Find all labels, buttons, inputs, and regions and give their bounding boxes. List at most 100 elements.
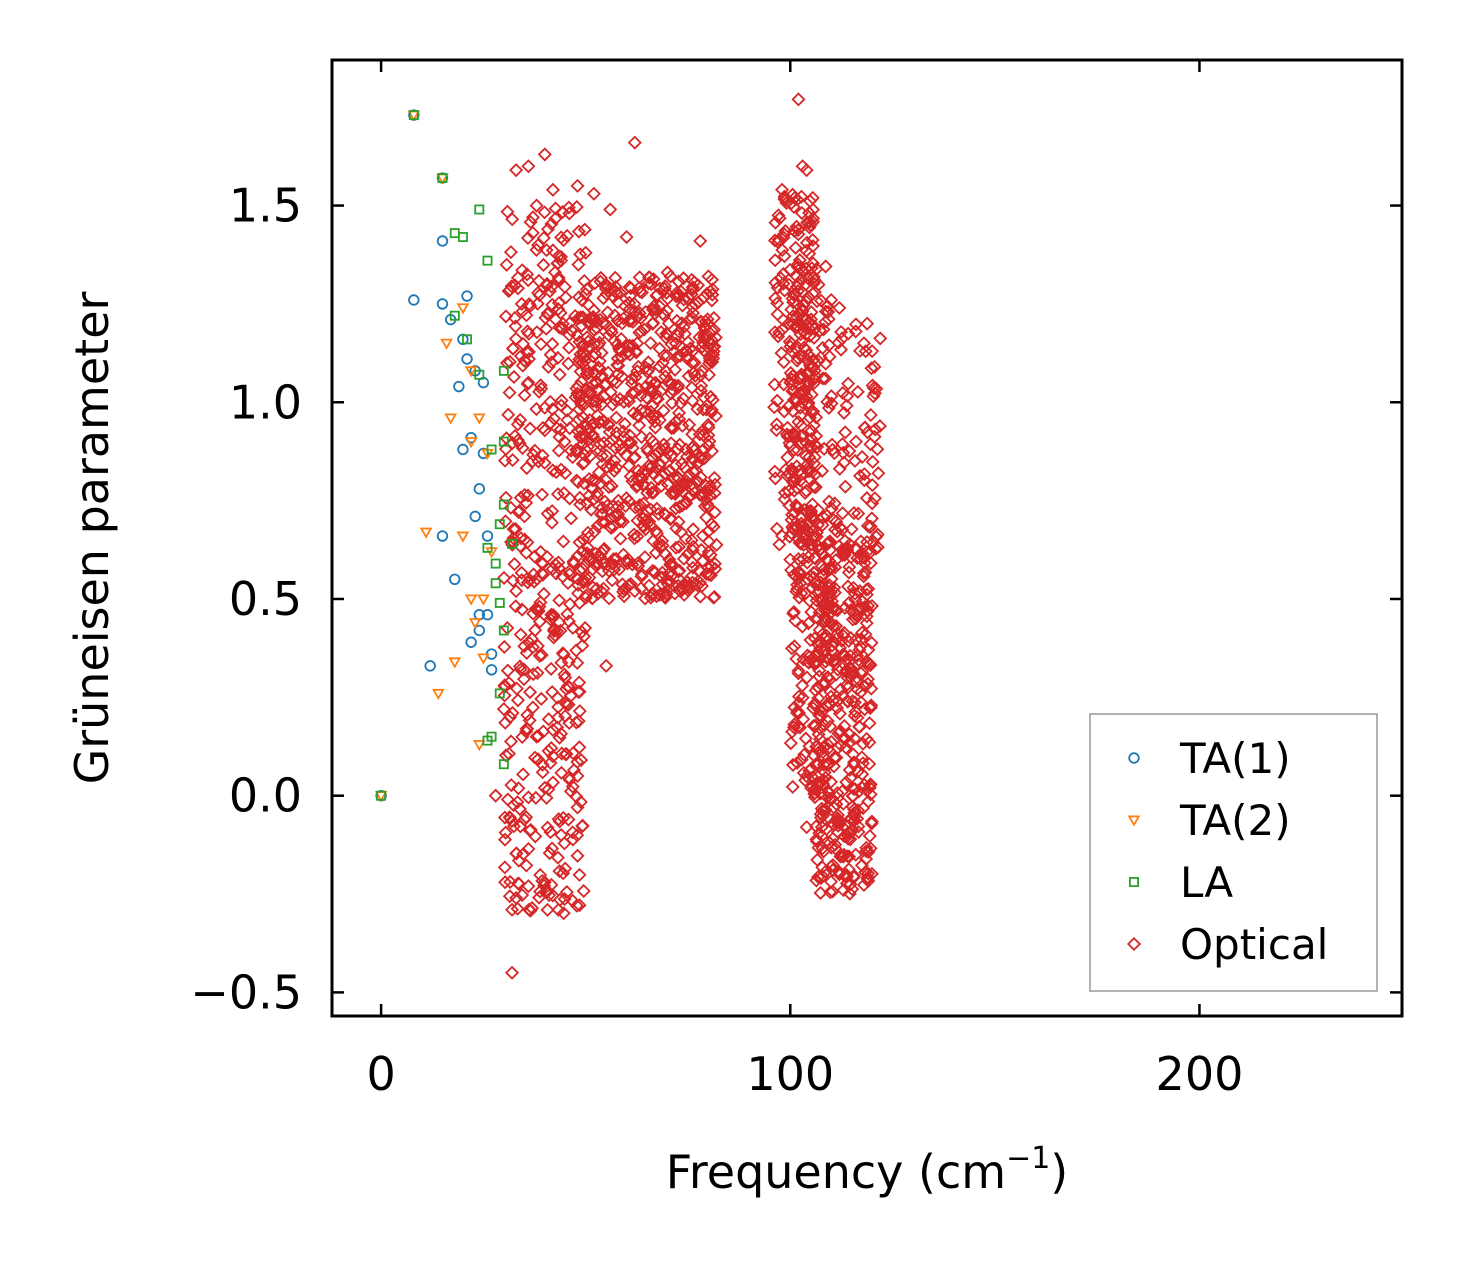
optical-point (855, 736, 871, 751)
optical-point (548, 211, 563, 226)
optical-point (572, 390, 587, 405)
optical-point (824, 501, 839, 516)
la-point (482, 542, 493, 553)
optical-point (793, 260, 808, 275)
la-point (462, 334, 473, 345)
optical-point (503, 500, 518, 515)
optical-point (772, 325, 787, 340)
optical-point (801, 460, 816, 475)
optical-point (624, 435, 639, 450)
optical-point (860, 316, 875, 331)
optical-point (807, 631, 822, 646)
optical-point (552, 730, 567, 745)
optical-point (576, 573, 591, 588)
optical-point (544, 355, 559, 370)
optical-point (790, 499, 805, 514)
optical-point (816, 772, 831, 788)
optical-point (545, 722, 560, 738)
la-point (498, 625, 509, 636)
optical-point (809, 819, 824, 834)
optical-point (535, 765, 550, 780)
optical-point (664, 376, 679, 391)
optical-point (821, 585, 836, 600)
optical-point (677, 460, 692, 475)
optical-point (498, 748, 514, 763)
optical-point (824, 292, 839, 308)
optical-point (831, 335, 846, 350)
optical-point (592, 443, 607, 458)
optical-point (517, 353, 532, 368)
optical-point (868, 422, 883, 437)
optical-point (540, 222, 555, 237)
optical-point (787, 717, 802, 732)
optical-point (703, 568, 718, 583)
optical-point (503, 282, 518, 297)
optical-point (842, 762, 857, 778)
optical-point (851, 657, 866, 672)
optical-point (833, 724, 848, 739)
optical-point (515, 441, 530, 456)
optical-point (503, 811, 518, 826)
optical-point (706, 590, 721, 605)
optical-point (574, 753, 589, 768)
optical-point (524, 631, 539, 646)
optical-point (687, 485, 702, 500)
optical-point (592, 361, 607, 376)
optical-point (845, 694, 860, 709)
optical-point (645, 434, 660, 449)
optical-point (569, 473, 584, 488)
optical-point (510, 417, 525, 432)
optical-point (607, 453, 622, 468)
optical-point (859, 851, 874, 866)
optical-point (799, 505, 814, 520)
optical-point (638, 522, 653, 537)
optical-point (692, 563, 707, 578)
optical-point (505, 341, 520, 356)
optical-point (814, 801, 829, 816)
optical-point (841, 595, 857, 610)
ta-2-point (456, 303, 470, 315)
optical-point (587, 337, 602, 352)
optical-point (610, 337, 625, 352)
optical-point (654, 325, 669, 340)
optical-point (549, 465, 564, 480)
optical-point (517, 639, 532, 654)
optical-point (798, 327, 813, 342)
optical-point (785, 291, 800, 306)
la-point (507, 538, 518, 549)
optical-point (546, 608, 561, 623)
optical-point (552, 892, 568, 907)
optical-point (842, 559, 857, 574)
optical-point (833, 682, 848, 697)
optical-point (787, 639, 802, 654)
optical-point (841, 326, 856, 341)
optical-point (554, 393, 569, 408)
optical-point (546, 623, 561, 638)
optical-point (685, 355, 700, 370)
optical-point (547, 265, 563, 280)
optical-point (540, 820, 555, 835)
optical-point (828, 667, 843, 682)
optical-point (586, 313, 601, 328)
optical-point (503, 874, 518, 889)
optical-point (521, 879, 536, 894)
optical-point (553, 249, 569, 264)
optical-point (829, 631, 844, 646)
optical-point (851, 653, 866, 668)
optical-point (694, 364, 709, 379)
optical-point (658, 369, 673, 384)
optical-point (835, 385, 850, 401)
optical-point (671, 539, 686, 554)
optical-point (525, 225, 540, 240)
optical-point (590, 485, 605, 501)
optical-point (690, 456, 705, 471)
optical-point (821, 312, 836, 327)
optical-point (801, 616, 816, 631)
optical-point (864, 698, 879, 713)
optical-point (873, 331, 888, 346)
optical-point (585, 473, 600, 488)
optical-point (810, 611, 825, 626)
optical-point (520, 488, 536, 503)
optical-point (848, 592, 863, 607)
optical-point (802, 358, 817, 373)
